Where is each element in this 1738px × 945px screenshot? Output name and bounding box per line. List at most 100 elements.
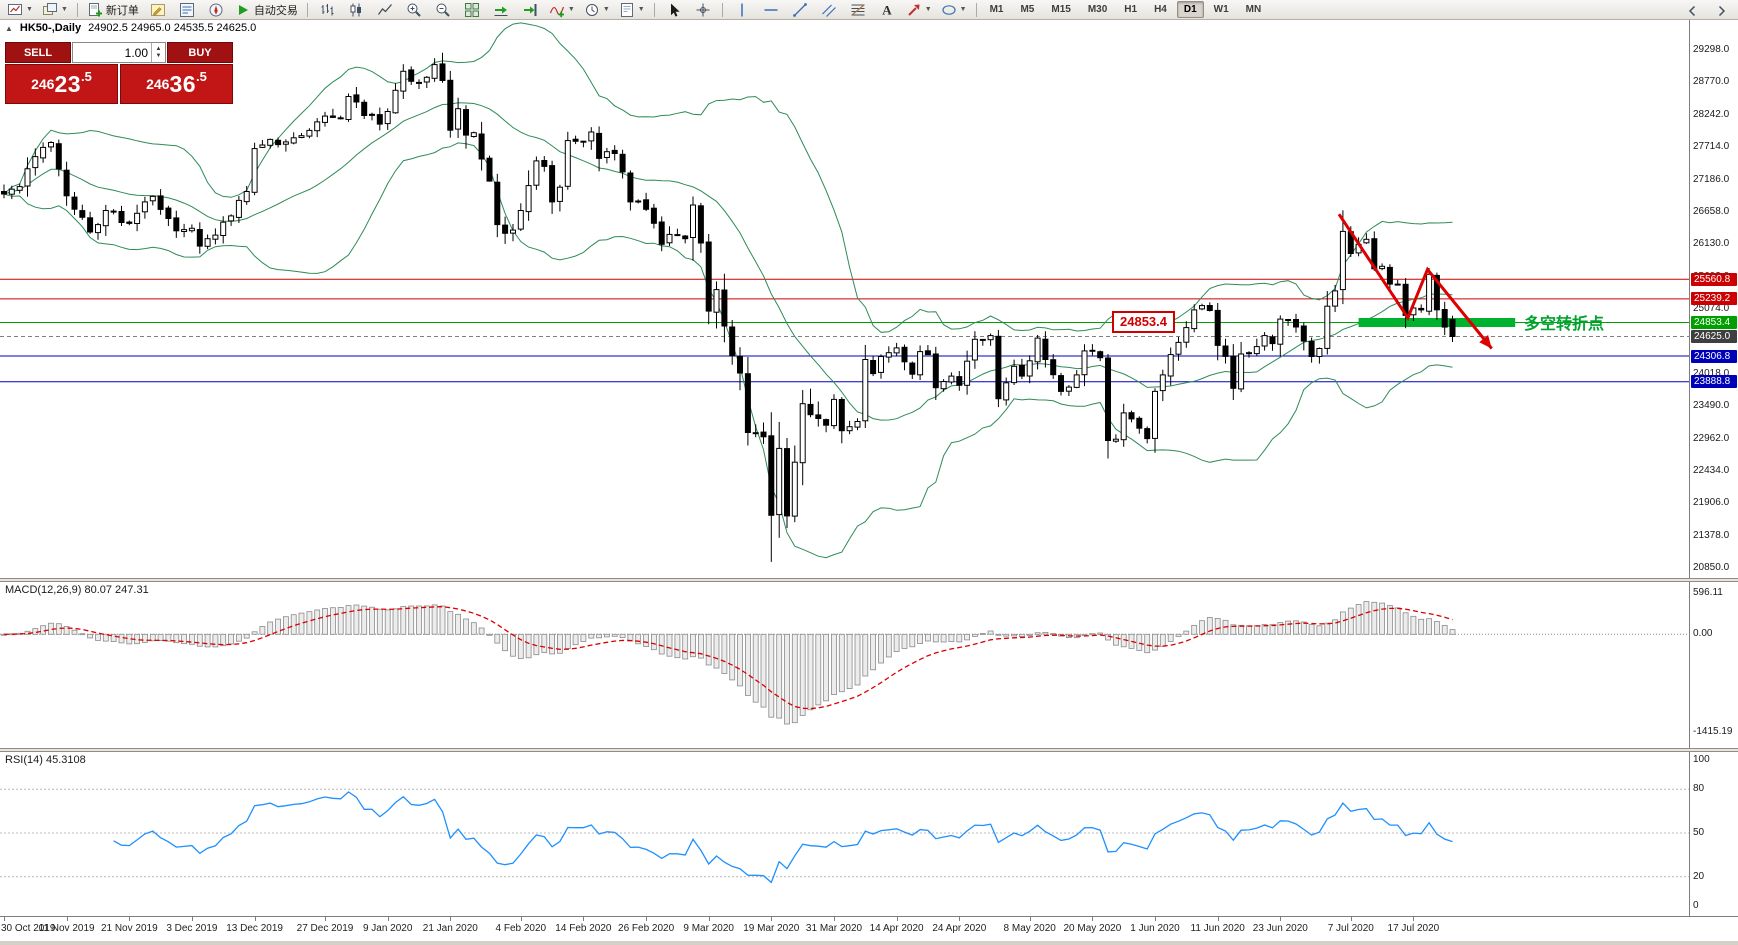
timeframe-m30-button[interactable]: M30 — [1087, 4, 1108, 15]
new-order-button[interactable]: 新订单 — [83, 0, 143, 20]
arrows-icon — [906, 2, 922, 18]
periods-button[interactable]: ▼ — [580, 0, 614, 20]
panel-splitter[interactable] — [0, 748, 1738, 752]
one-click-trading-panel: SELL 1.00 ▲ ▼ BUY 246 23.5 246 36.5 — [5, 42, 233, 104]
indicators-list-button[interactable]: ▼ — [545, 0, 579, 20]
price-axis-label: 25074.0 — [1693, 303, 1730, 314]
autotrade-button[interactable]: 自动交易 — [231, 0, 302, 20]
price-axis-label: 22962.0 — [1693, 432, 1730, 444]
fibonacci-tool-button[interactable] — [844, 0, 872, 20]
bar-chart-mode-button[interactable] — [313, 0, 341, 20]
date-tick — [959, 917, 961, 921]
market-watch-button[interactable] — [173, 0, 201, 20]
spinner-down-icon[interactable]: ▼ — [155, 52, 162, 59]
sell-price-pip: .5 — [81, 69, 92, 84]
main-chart[interactable] — [0, 20, 1690, 578]
macd-panel: MACD(12,26,9) 80.07 247.31 596.11 0.00 -14… — [0, 582, 1738, 748]
chart-profiles-button[interactable]: ▼ — [38, 0, 72, 20]
zoom-out-button[interactable] — [429, 0, 457, 20]
timeframe-h1-button[interactable]: H1 — [1124, 4, 1138, 15]
zoom-in-icon — [406, 2, 422, 18]
macd-axis-label: 596.11 — [1693, 587, 1723, 599]
toolbar-separator — [306, 2, 308, 17]
price-axis[interactable]: 29298.0 28770.0 28242.0 27714.0 27186.0 26658… — [1689, 20, 1738, 578]
rsi-chart[interactable] — [0, 752, 1690, 916]
timeframe-h4-button[interactable]: H4 — [1154, 4, 1167, 15]
shapes-icon — [941, 2, 957, 18]
date-label: 24 Apr 2020 — [932, 923, 987, 934]
fibonacci-icon — [850, 2, 866, 18]
rsi-label: RSI(14) 45.3108 — [5, 754, 86, 766]
zoom-in-button[interactable] — [400, 0, 428, 20]
zoom-out-icon — [435, 2, 451, 18]
date-tick — [450, 917, 452, 921]
timeframe-m1-button[interactable]: M1 — [989, 4, 1004, 15]
buy-header[interactable]: BUY — [167, 42, 233, 63]
date-tick — [646, 917, 648, 921]
trendline-tool-button[interactable] — [786, 0, 814, 20]
chart-shift-button[interactable] — [516, 0, 544, 20]
rsi-axis[interactable]: 100 80 50 20 0 — [1689, 752, 1738, 916]
chevron-down-icon: ▼ — [60, 5, 68, 13]
macd-chart[interactable] — [0, 582, 1690, 748]
vertical-line-tool-button[interactable] — [728, 0, 756, 20]
toolbar-separator — [721, 2, 723, 17]
support-highlight-bar — [1358, 318, 1516, 327]
navigator-button[interactable] — [202, 0, 230, 20]
volume-field[interactable]: 1.00 ▲ ▼ — [72, 42, 166, 63]
macd-label: MACD(12,26,9) 80.07 247.31 — [5, 584, 149, 596]
date-label: 14 Feb 2020 — [555, 923, 612, 934]
templates-button[interactable]: ▼ — [615, 0, 649, 20]
date-label: 13 Dec 2019 — [226, 923, 283, 934]
buy-button[interactable]: 246 36.5 — [120, 64, 233, 104]
date-tick — [1217, 917, 1219, 921]
toolbar-separator — [653, 2, 655, 17]
horizontal-line-tool-button[interactable] — [757, 0, 785, 20]
new-chart-button[interactable]: ▼ — [3, 0, 37, 20]
timeframe-m5-button[interactable]: M5 — [1020, 4, 1035, 15]
date-label: 14 Apr 2020 — [869, 923, 924, 934]
date-label: 9 Jan 2020 — [362, 923, 413, 934]
tile-windows-button[interactable] — [458, 0, 486, 20]
candlestick-mode-button[interactable] — [342, 0, 370, 20]
text-tool-button[interactable]: A — [873, 0, 901, 20]
autotrade-icon — [235, 2, 251, 18]
cursor-tool-button[interactable] — [660, 0, 688, 20]
timeframe-d1-button[interactable]: D1 — [1176, 1, 1204, 18]
toolbar-separator — [76, 2, 78, 17]
periods-icon — [584, 2, 600, 18]
arrows-tool-button[interactable]: ▼ — [902, 0, 936, 20]
price-line-badge: 24853.4 — [1691, 316, 1737, 329]
channel-tool-button[interactable] — [815, 0, 843, 20]
new-order-label: 新订单 — [105, 4, 139, 17]
toolbar-scroll-left-button[interactable] — [1679, 1, 1707, 21]
date-label: 1 Jun 2020 — [1130, 923, 1180, 934]
date-tick — [1029, 917, 1031, 921]
metaeditor-button[interactable] — [144, 0, 172, 20]
date-tick — [1280, 917, 1282, 921]
date-tick — [1413, 917, 1415, 921]
candles — [1, 52, 1456, 562]
shapes-tool-button[interactable]: ▼ — [937, 0, 971, 20]
line-chart-mode-button[interactable] — [371, 0, 399, 20]
auto-scroll-button[interactable] — [487, 0, 515, 20]
toolbar-scroll-right-button[interactable] — [1707, 1, 1735, 21]
spinner-up-icon[interactable]: ▲ — [155, 45, 162, 52]
date-tick — [896, 917, 898, 921]
panel-splitter[interactable] — [0, 578, 1738, 582]
sell-button[interactable]: 246 23.5 — [5, 64, 118, 104]
timeframe-w1-button[interactable]: W1 — [1213, 4, 1229, 15]
collapse-quote-panel-icon[interactable]: ▲ — [5, 23, 13, 33]
crosshair-tool-button[interactable] — [689, 0, 717, 20]
timeframe-m15-button[interactable]: M15 — [1051, 4, 1071, 15]
volume-spinner[interactable]: ▲ ▼ — [151, 43, 165, 62]
sell-header[interactable]: SELL — [5, 42, 71, 63]
timeframe-mn-button[interactable]: MN — [1245, 4, 1262, 15]
time-axis[interactable]: 30 Oct 2019 11 Nov 2019 21 Nov 2019 3 Dec 2… — [0, 916, 1738, 941]
chevron-left-icon — [1685, 3, 1701, 19]
rsi-panel: RSI(14) 45.3108 100 80 50 20 0 — [0, 752, 1738, 916]
date-tick — [834, 917, 835, 921]
date-label: 23 Jun 2020 — [1252, 923, 1308, 934]
macd-axis[interactable]: 596.11 0.00 -1415.19 — [1689, 582, 1738, 748]
date-label: 9 Mar 2020 — [683, 923, 734, 934]
